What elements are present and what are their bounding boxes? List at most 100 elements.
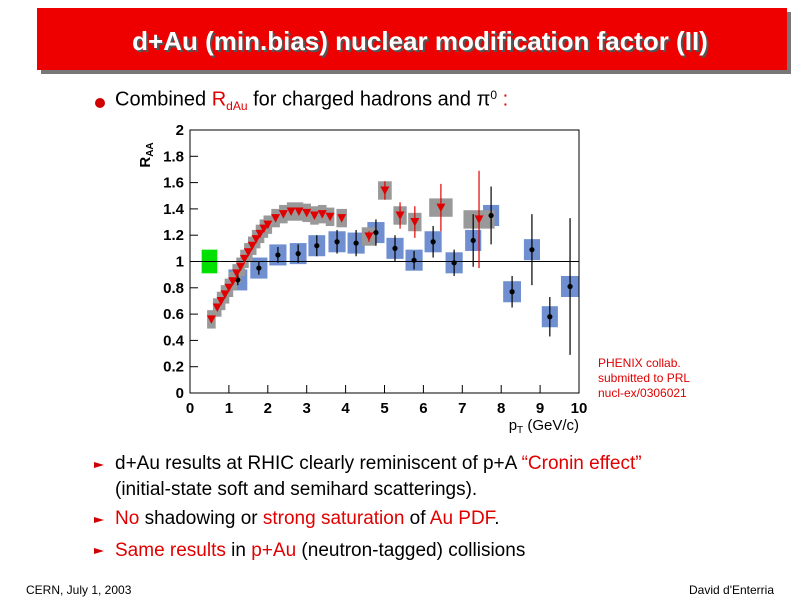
y-tick-label: 1.6	[163, 175, 184, 192]
marker	[224, 283, 234, 293]
label-part: R	[137, 157, 154, 168]
marker	[373, 229, 379, 236]
text-run: (neutron-tagged) collisions	[296, 540, 526, 561]
marker	[236, 262, 246, 272]
marker	[325, 212, 335, 222]
marker	[216, 296, 226, 306]
text-run: π	[476, 88, 491, 111]
bullet-text: d+Au results at RHIC clearly reminiscent…	[115, 453, 642, 475]
text-run: “Cronin effect”	[521, 453, 642, 474]
text-run: :	[497, 88, 509, 111]
footer-right: David d'Enterria	[689, 583, 774, 597]
marker	[256, 265, 262, 271]
y-tick-label: 0.6	[163, 306, 184, 323]
bullet-icon	[94, 517, 104, 523]
text-run: in	[225, 540, 252, 561]
bullet-icon	[94, 548, 104, 554]
text-run: .	[494, 508, 500, 529]
text-run: R	[211, 88, 227, 111]
marker	[206, 315, 216, 324]
marker	[259, 224, 269, 234]
marker	[255, 229, 265, 239]
marker	[529, 247, 535, 253]
marker	[488, 212, 494, 219]
marker	[364, 232, 374, 242]
annotation: submitted to PRL	[598, 371, 690, 385]
marker	[295, 251, 301, 257]
marker	[334, 239, 340, 245]
marker	[317, 210, 327, 219]
marker	[353, 240, 359, 246]
bullet-text: Combined RdAu for charged hadrons and π0…	[115, 88, 508, 113]
text-run: shadowing or	[139, 508, 263, 529]
marker	[436, 203, 446, 213]
marker	[451, 260, 457, 266]
marker	[470, 237, 476, 244]
marker	[474, 215, 484, 224]
x-tick-label: 3	[303, 400, 311, 417]
marker	[309, 211, 319, 220]
y-tick-label: 0	[176, 385, 184, 402]
marker	[239, 254, 249, 264]
x-tick-label: 4	[341, 400, 350, 417]
marker	[337, 214, 347, 223]
footer-left: CERN, July 1, 2003	[26, 583, 132, 597]
text-run: 0	[490, 88, 498, 102]
x-tick-label: 10	[571, 400, 588, 417]
marker	[228, 277, 238, 286]
marker	[243, 248, 253, 257]
marker	[275, 252, 281, 258]
text-run: d+Au results at RHIC clearly reminiscent…	[115, 453, 522, 474]
x-tick-label: 8	[497, 400, 505, 417]
text-run: p+Au	[251, 540, 297, 561]
x-tick-label: 9	[536, 400, 544, 417]
marker	[380, 186, 390, 195]
marker	[509, 289, 515, 295]
y-axis-label: RAA	[137, 142, 156, 167]
sys-boxes	[207, 181, 580, 329]
annotation: PHENIX collab.	[598, 356, 681, 370]
x-tick-label: 7	[458, 400, 466, 417]
marker	[251, 235, 261, 244]
bullet-text: No shadowing or strong saturation of Au …	[115, 508, 499, 530]
text-run: Same results	[115, 540, 226, 561]
y-tick-label: 2	[176, 122, 184, 139]
bullet-icon	[94, 462, 104, 468]
label-part: T	[517, 425, 523, 436]
text-run: for charged hadrons and	[247, 88, 477, 111]
marker	[547, 314, 553, 320]
slide-title: d+Au (min.bias) nuclear modification fac…	[132, 26, 708, 56]
y-tick-label: 0.8	[163, 280, 184, 297]
text-run: Au PDF	[429, 508, 495, 529]
bullet-text: Same results in p+Au (neutron-tagged) co…	[115, 540, 525, 562]
y-tick-label: 1.2	[163, 227, 184, 244]
chart: 00.20.40.60.811.21.41.61.820 1 2 3 4 5 6 7 8 9 10p…	[137, 122, 690, 436]
y-tick-label: 1.4	[163, 201, 185, 218]
marker	[294, 207, 304, 217]
marker	[220, 290, 230, 299]
label-part: AA	[145, 142, 156, 156]
annotation: nucl-ex/0306021	[598, 386, 687, 400]
x-tick-label: 1	[225, 400, 233, 417]
bullet-text: (initial-state soft and semihard scatter…	[115, 479, 477, 501]
y-tick-label: 0.4	[163, 332, 185, 349]
marker	[286, 207, 296, 217]
marker	[314, 243, 320, 249]
x-axis-label: pT (GeV/c)	[509, 417, 579, 436]
x-tick-label: 5	[380, 400, 388, 417]
marker	[411, 257, 417, 263]
x-tick-label: 0	[186, 400, 194, 417]
marker	[395, 211, 405, 220]
x-tick-label: 2	[264, 400, 272, 417]
label-part: p	[509, 417, 517, 434]
title-bar	[37, 8, 787, 70]
text-run: dAu	[226, 98, 248, 113]
marker	[212, 303, 222, 313]
marker	[567, 283, 573, 290]
y-tick-label: 1.8	[163, 148, 184, 165]
y-tick-label: 0.2	[163, 359, 184, 376]
bullet-icon	[95, 98, 105, 108]
marker	[263, 220, 273, 230]
